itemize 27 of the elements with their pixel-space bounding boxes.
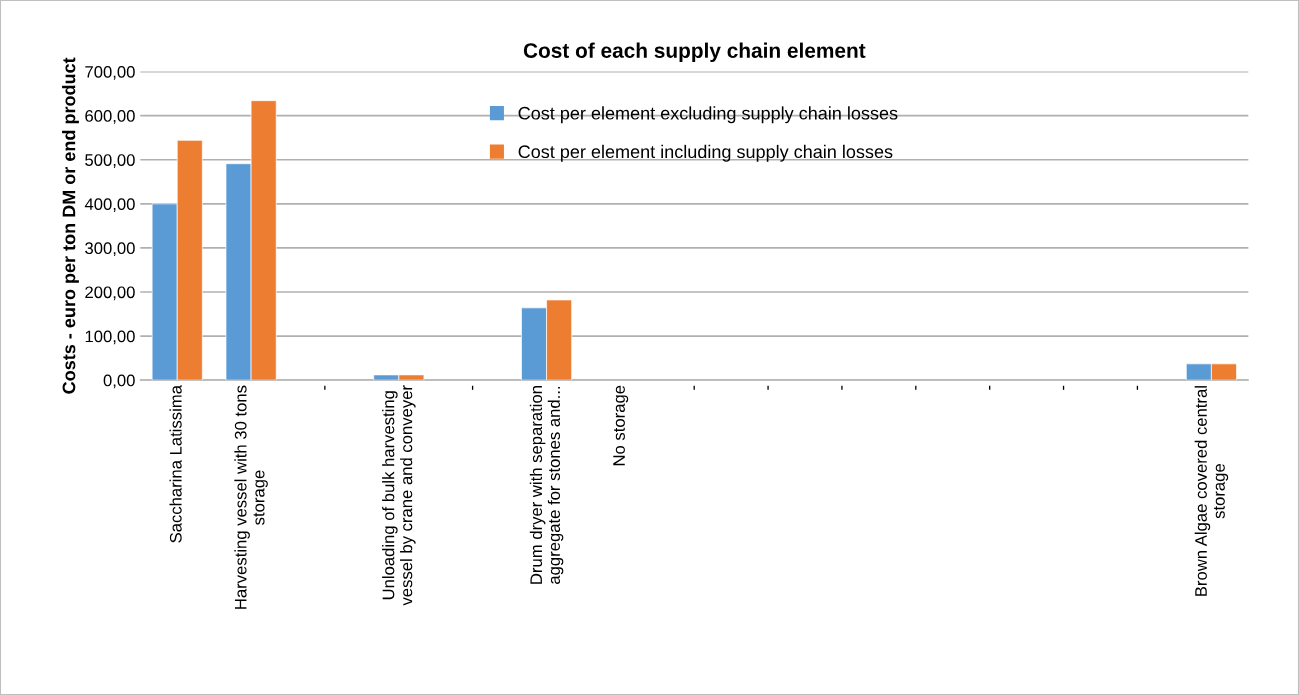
x-tick-label: -: [1136, 385, 1139, 390]
x-tick-label: Harvesting vessel with 30 tons storage: [234, 385, 268, 609]
y-tick-label: 500,00: [85, 154, 135, 168]
x-tick-label: -: [915, 385, 917, 390]
y-tick-label: 0,00: [103, 374, 135, 389]
y-tick-label: 400,00: [84, 198, 135, 213]
y-tick-label: 100,00: [85, 330, 135, 345]
x-tick-label: Unloading of bulk harvesting vessel by crane and conveyer: [382, 385, 416, 606]
legend-label: Cost per element including supply chain losses: [518, 144, 893, 162]
y-tick-label: 200,00: [85, 286, 135, 301]
x-tick-label: -: [324, 385, 326, 390]
x-tick-label: No storage: [613, 385, 629, 466]
x-tick-label: Saccharina Latissima: [169, 385, 182, 543]
x-tick-label: -: [693, 385, 695, 390]
legend-label: Cost per element excluding supply chain losses: [518, 106, 898, 124]
y-axis-title: Costs - euro per ton DM or end product: [62, 57, 79, 394]
y-tick-label: 600,00: [85, 110, 135, 124]
x-tick-label: -: [767, 385, 769, 390]
x-tick-label: -: [471, 385, 474, 390]
x-tick-label: Drum dryer with separation aggregate for stones and...: [529, 386, 564, 584]
x-tick-label: -: [989, 385, 991, 390]
x-tick-label: -: [841, 385, 843, 390]
chart-title: Cost of each supply chain element: [523, 42, 866, 63]
y-tick-label: 700,00: [85, 65, 135, 80]
y-tick-label: 300,00: [85, 242, 135, 257]
x-tick-label: -: [1062, 385, 1065, 390]
x-tick-label: Brown Algae covered central storage: [1194, 386, 1229, 596]
